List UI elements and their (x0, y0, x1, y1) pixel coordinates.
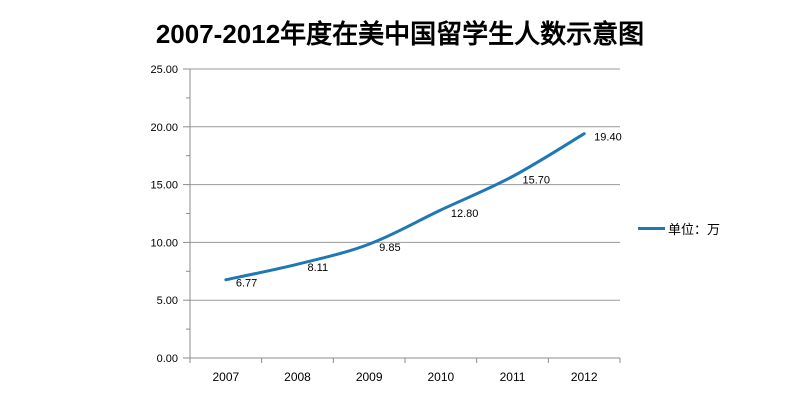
y-tick-label: 0.00 (157, 353, 178, 365)
y-tick-label: 15.00 (150, 180, 178, 192)
data-label: 6.77 (236, 278, 257, 290)
data-label: 9.85 (379, 242, 400, 254)
legend: 单位：万 (638, 220, 721, 237)
data-label: 15.70 (523, 175, 551, 187)
y-tick-label: 10.00 (150, 237, 178, 249)
x-tick-label: 2010 (427, 370, 454, 384)
x-tick-label: 2012 (571, 370, 598, 384)
data-label: 19.40 (594, 132, 622, 144)
legend-label: 单位：万 (668, 221, 721, 237)
y-tick-label: 25.00 (150, 64, 178, 76)
x-tick-label: 2011 (500, 370, 526, 384)
data-label: 8.11 (308, 262, 329, 274)
chart-title: 2007-2012年度在美中国留学生人数示意图 (155, 19, 645, 49)
x-tick-label: 2008 (284, 370, 311, 384)
x-tick-label: 2007 (212, 370, 239, 384)
legend-line-icon (638, 226, 665, 230)
data-series-line (224, 132, 586, 282)
x-tick-label: 2009 (356, 370, 383, 384)
y-tick-label: 20.00 (150, 122, 178, 134)
y-tick-label: 5.00 (157, 295, 178, 307)
data-label: 12.80 (451, 208, 479, 220)
